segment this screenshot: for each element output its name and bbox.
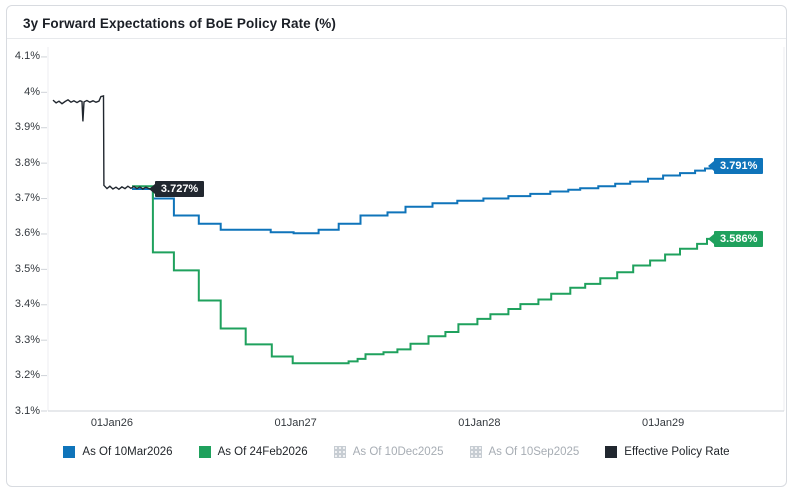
legend-item-as-of-24feb2026[interactable]: As Of 24Feb2026 [198,446,308,458]
value-badge-effective-policy-rate: 3.727% [148,180,205,197]
y-tick-label: 4.1% [14,50,40,63]
y-tick-label: 3.8% [14,156,40,169]
badge-arrow-icon [148,183,155,194]
legend-label: As Of 10Mar2026 [82,446,173,458]
last-value-badge-as-of-24feb2026: 3.586% [708,230,764,247]
series-line-effective-policy-rate [52,94,152,191]
y-tick-label: 4% [24,85,40,98]
y-tick-label: 3.3% [14,333,40,346]
legend-label: As Of 24Feb2026 [217,446,308,458]
legend: As Of 10Mar2026 As Of 24Feb2026 As Of 10De… [7,441,786,463]
chart-header: 3y Forward Expectations of BoE Policy Ra… [7,6,786,39]
legend-label: As Of 10Dec2025 [352,446,444,458]
y-tick-label: 3.2% [14,369,40,382]
x-tick-label: 01Jan26 [90,417,134,429]
series-line-as-of-24feb2026 [132,185,712,365]
chart-card [6,5,787,487]
legend-swatch-icon [333,446,346,458]
legend-swatch-icon [469,446,482,458]
badge-value: 3.586% [720,232,758,245]
badge-arrow-icon [708,233,715,244]
legend-swatch-icon [605,446,618,458]
y-tick-label: 3.1% [14,404,40,417]
legend-item-as-of-10mar2026[interactable]: As Of 10Mar2026 [63,446,173,458]
chart-title: 3y Forward Expectations of BoE Policy Ra… [23,16,336,31]
series-line-as-of-10mar2026 [132,166,713,235]
y-tick-label: 3.9% [14,121,40,134]
legend-item-as-of-10dec2025[interactable]: As Of 10Dec2025 [333,446,444,458]
badge-value: 3.791% [720,160,758,173]
legend-label: Effective Policy Rate [624,446,730,458]
legend-swatch-icon [198,446,211,458]
y-tick-label: 3.6% [14,227,40,240]
legend-item-effective-policy-rate[interactable]: Effective Policy Rate [605,446,730,458]
y-tick-label: 3.4% [14,298,40,311]
legend-swatch-icon [63,446,76,458]
x-tick-label: 01Jan27 [274,417,317,429]
legend-item-as-of-10sep2025[interactable]: As Of 10Sep2025 [469,446,580,458]
legend-label: As Of 10Sep2025 [488,446,580,458]
badge-arrow-icon [708,161,715,172]
y-tick-label: 3.7% [14,192,40,205]
x-tick-label: 01Jan29 [641,417,685,429]
x-tick-label: 01Jan28 [458,417,501,429]
y-tick-label: 3.5% [14,262,40,275]
last-value-badge-as-of-10mar2026: 3.791% [708,158,764,175]
badge-value: 3.727% [160,182,199,195]
